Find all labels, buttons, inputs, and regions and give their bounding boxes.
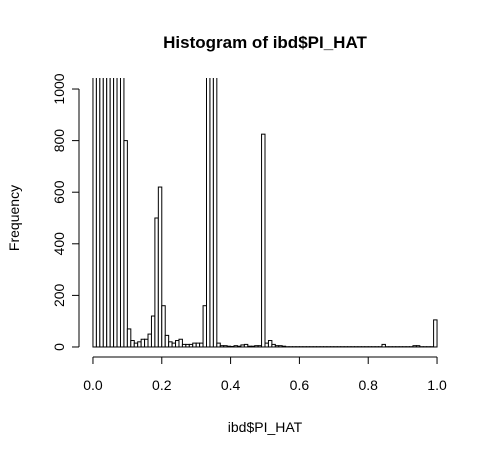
y-tick-label: 0 bbox=[51, 343, 67, 351]
bar bbox=[145, 339, 148, 347]
y-axis-label: Frequency bbox=[6, 185, 22, 251]
bar bbox=[114, 0, 117, 347]
bar bbox=[248, 346, 251, 347]
bar bbox=[141, 339, 144, 347]
y-tick-label: 400 bbox=[51, 232, 67, 256]
bar bbox=[213, 0, 216, 347]
x-tick-label: 0.8 bbox=[358, 377, 378, 393]
bar bbox=[110, 0, 113, 347]
bar bbox=[165, 335, 168, 347]
bar bbox=[275, 346, 278, 347]
bar bbox=[131, 341, 134, 347]
bar bbox=[251, 346, 254, 347]
bar bbox=[158, 187, 161, 347]
bar bbox=[265, 343, 268, 347]
bar bbox=[172, 343, 175, 347]
bar bbox=[162, 306, 165, 347]
y-tick-label: 800 bbox=[51, 129, 67, 153]
bar bbox=[382, 344, 385, 347]
x-tick-label: 0.4 bbox=[221, 377, 241, 393]
bar bbox=[117, 0, 120, 347]
bar bbox=[282, 346, 285, 347]
bar bbox=[151, 316, 154, 347]
bar bbox=[120, 0, 123, 347]
bar bbox=[224, 346, 227, 347]
bar bbox=[100, 0, 103, 347]
x-axis-label: ibd$PI_HAT bbox=[228, 419, 303, 435]
x-tick-label: 1.0 bbox=[427, 377, 447, 393]
bar bbox=[196, 343, 199, 347]
bar bbox=[413, 346, 416, 347]
bar bbox=[107, 0, 110, 347]
bar bbox=[182, 344, 185, 347]
bar bbox=[93, 0, 96, 347]
bar bbox=[434, 320, 437, 347]
y-tick-label: 600 bbox=[51, 180, 67, 204]
bar bbox=[124, 141, 127, 347]
bar bbox=[234, 346, 237, 347]
bar bbox=[217, 343, 220, 347]
bar bbox=[255, 346, 258, 347]
bar bbox=[258, 346, 261, 347]
bar bbox=[189, 344, 192, 347]
bar bbox=[262, 134, 265, 347]
x-tick-label: 0.0 bbox=[83, 377, 103, 393]
bar bbox=[416, 346, 419, 347]
bar bbox=[155, 218, 158, 347]
bar bbox=[96, 0, 99, 347]
bar bbox=[169, 342, 172, 347]
bar bbox=[103, 0, 106, 347]
bar bbox=[244, 344, 247, 347]
bar bbox=[193, 343, 196, 347]
x-tick-label: 0.6 bbox=[290, 377, 310, 393]
bar bbox=[237, 346, 240, 347]
bar bbox=[207, 0, 210, 347]
bar bbox=[210, 0, 213, 347]
chart-title: Histogram of ibd$PI_HAT bbox=[163, 33, 367, 52]
bar bbox=[148, 334, 151, 347]
bar bbox=[179, 339, 182, 347]
bar bbox=[200, 343, 203, 347]
bar bbox=[220, 346, 223, 347]
bar bbox=[279, 346, 282, 347]
x-tick-label: 0.2 bbox=[152, 377, 172, 393]
bar bbox=[176, 341, 179, 347]
y-tick-label: 200 bbox=[51, 283, 67, 307]
bar bbox=[241, 345, 244, 347]
bar bbox=[138, 342, 141, 347]
bar bbox=[186, 344, 189, 347]
bars bbox=[93, 0, 437, 347]
bar bbox=[227, 346, 230, 347]
bar bbox=[272, 344, 275, 347]
bar bbox=[127, 329, 130, 347]
y-tick-label: 1000 bbox=[51, 73, 67, 104]
bar bbox=[203, 306, 206, 347]
bar bbox=[231, 346, 234, 347]
bar bbox=[134, 343, 137, 347]
bar bbox=[268, 341, 271, 347]
